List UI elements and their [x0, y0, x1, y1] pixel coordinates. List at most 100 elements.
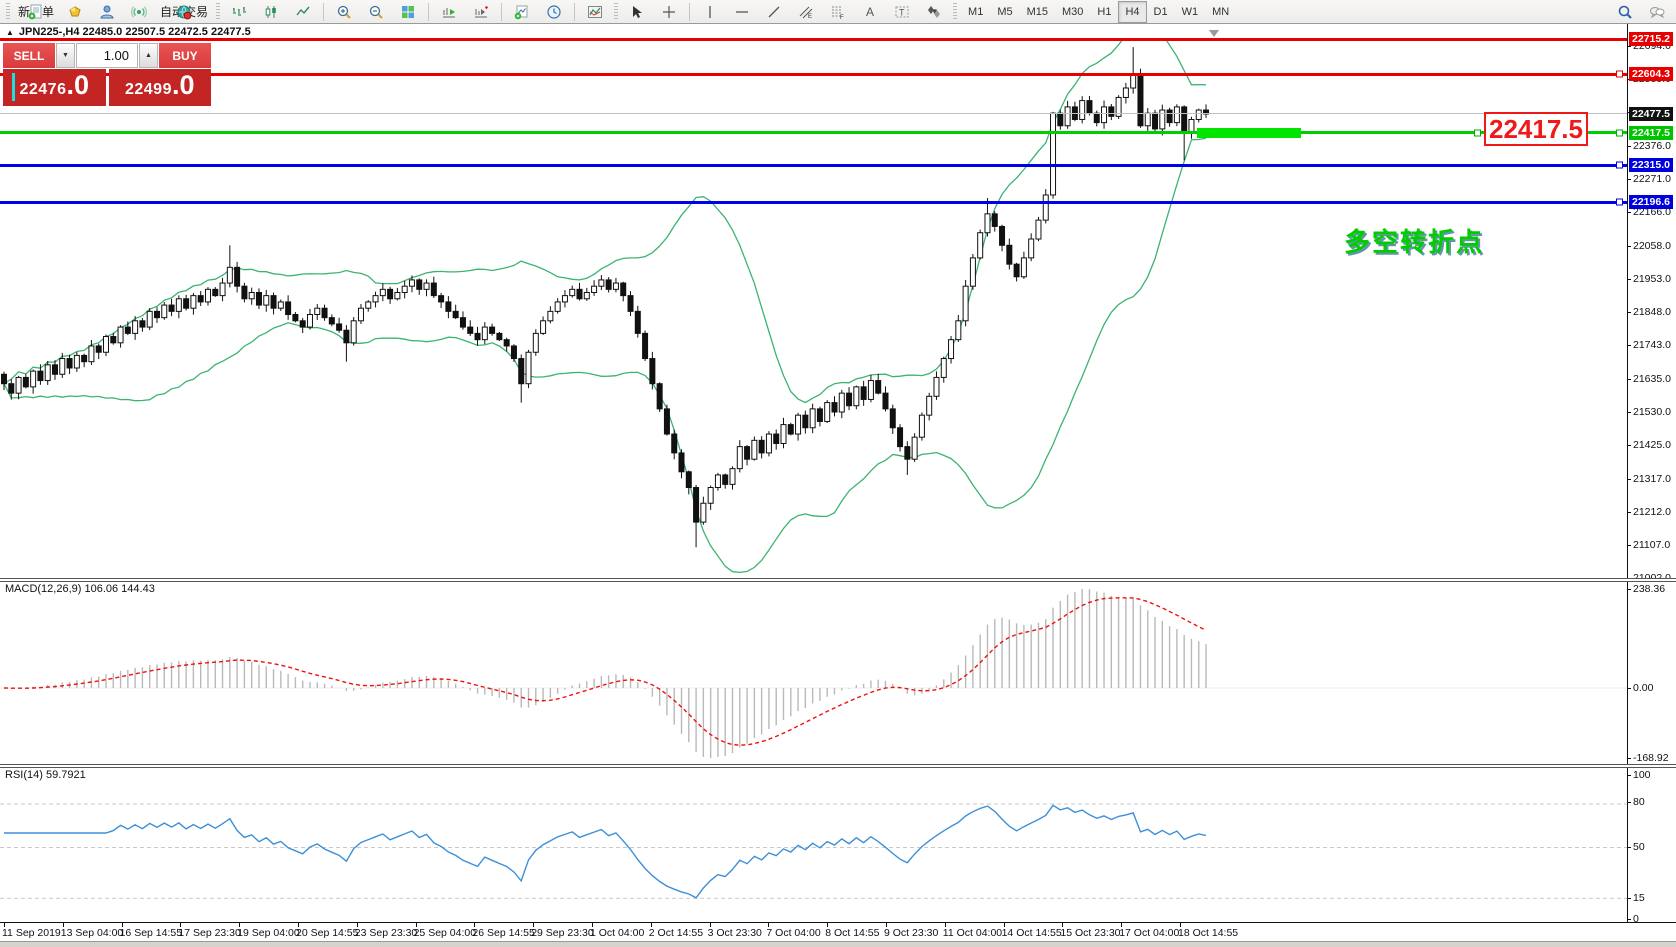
chat-button[interactable] — [1642, 1, 1672, 23]
sell-price-pips: .0 — [66, 70, 90, 100]
object-anchor-marker[interactable] — [1616, 198, 1623, 206]
price-level-line[interactable] — [0, 72, 1627, 76]
arrows-button[interactable]: ▼ — [919, 1, 949, 23]
trendline-button[interactable] — [759, 1, 789, 23]
indicators-button[interactable]: ▼ — [580, 1, 610, 23]
timeframe-button-m1[interactable]: M1 — [968, 5, 984, 18]
fibonacci-icon: F — [832, 6, 844, 20]
price-axis[interactable] — [1627, 24, 1676, 922]
zoom-in-button[interactable] — [329, 1, 359, 23]
dropdown-caret: ▼ — [930, 7, 939, 16]
macd-canvas[interactable] — [0, 581, 1627, 765]
broadcast-button[interactable] — [124, 1, 154, 23]
text-button[interactable]: A — [855, 1, 885, 23]
time-axis-label: 14 Oct 14:55 — [1001, 927, 1062, 939]
tile-windows-button[interactable] — [393, 1, 423, 23]
object-anchor-marker[interactable] — [1616, 161, 1623, 169]
one-click-collapse-icon[interactable]: ▲ — [6, 28, 14, 37]
time-axis-label: 17 Oct 04:00 — [1119, 927, 1180, 939]
channel-button[interactable]: E — [791, 1, 821, 23]
price-chart-canvas[interactable] — [0, 38, 1627, 580]
time-axis-tick — [827, 923, 829, 927]
tile-windows-icon — [402, 5, 415, 18]
chart-shift-button[interactable] — [466, 1, 496, 23]
text-label-button[interactable]: T — [887, 1, 917, 23]
zoom-out-button[interactable] — [361, 1, 391, 23]
period-quick-button[interactable]: ▼ — [539, 1, 569, 23]
support-zone-highlight[interactable] — [1197, 127, 1301, 138]
crosshair-button[interactable] — [654, 1, 684, 23]
sell-price-display[interactable]: 22476.0 — [3, 69, 106, 106]
time-axis-label: 20 Sep 14:55 — [296, 927, 359, 939]
rsi-axis-label: 50 — [1633, 841, 1645, 853]
time-axis-tick — [62, 923, 64, 927]
fibonacci-button[interactable]: F — [823, 1, 853, 23]
rsi-canvas[interactable] — [0, 768, 1627, 921]
auto-scroll-button[interactable] — [434, 1, 464, 23]
text-icon: A — [866, 5, 874, 19]
axis-tick — [1627, 45, 1631, 47]
vertical-line-button[interactable] — [695, 1, 725, 23]
timeframe-button-m5[interactable]: M5 — [997, 5, 1013, 18]
price-level-line[interactable] — [0, 200, 1627, 204]
horizontal-line-button[interactable] — [727, 1, 757, 23]
axis-tick — [1627, 775, 1631, 776]
support-button[interactable] — [92, 1, 122, 23]
equidistant-channel-icon: E — [799, 6, 813, 20]
volume-input[interactable]: 1.00 — [76, 43, 138, 68]
time-axis-label: 11 Sep 2019 — [2, 927, 61, 939]
cursor-icon — [633, 5, 643, 18]
volume-increase-button[interactable]: ▲ — [139, 43, 158, 68]
axis-tick-label: 21848.0 — [1633, 305, 1671, 318]
search-button[interactable] — [1610, 1, 1640, 23]
price-level-line[interactable] — [0, 37, 1627, 41]
price-level-line[interactable] — [0, 131, 1627, 135]
object-anchor-marker[interactable] — [1616, 129, 1623, 137]
window-bottom-edge — [0, 941, 1676, 947]
timeframe-button-w1[interactable]: W1 — [1181, 5, 1199, 18]
chart-title: ▲ JPN225-,H4 22485.0 22507.5 22472.5 2247… — [6, 26, 251, 38]
pivot-point-annotation[interactable]: 多空转折点 — [1344, 227, 1485, 257]
timeframe-button-h4[interactable]: H4 — [1118, 0, 1147, 23]
axis-tick — [1627, 278, 1631, 280]
timeframe-button-mn[interactable]: MN — [1212, 5, 1230, 18]
new-chart-button[interactable]: ▼ — [507, 1, 537, 23]
volume-decrease-button[interactable]: ▼ — [56, 43, 75, 68]
timeframe-button-m30[interactable]: M30 — [1062, 5, 1084, 18]
price-level-callout[interactable]: 22417.5 — [1484, 112, 1588, 146]
time-axis[interactable]: 11 Sep 2019 13 Sep 04:00 16 Sep 14:55 17 Se… — [0, 922, 1676, 942]
macd-axis-label: -168.92 — [1633, 752, 1669, 764]
price-level-line[interactable] — [0, 163, 1627, 167]
sell-button[interactable]: SELL — [3, 43, 55, 68]
buy-price-display[interactable]: 22499.0 — [108, 69, 211, 106]
autotrading-button[interactable]: 自动交易 — [156, 1, 212, 23]
deposit-button[interactable] — [60, 1, 90, 23]
object-anchor-marker[interactable] — [1474, 129, 1481, 137]
price-badge: 22315.0 — [1629, 158, 1673, 173]
line-chart-button[interactable] — [288, 1, 318, 23]
gold-gem-icon — [69, 5, 81, 16]
svg-text:E: E — [808, 14, 812, 20]
toolbar-grip — [216, 2, 221, 21]
svg-text:F: F — [840, 15, 844, 20]
axis-tick — [1627, 758, 1631, 759]
bar-chart-button[interactable] — [224, 1, 254, 23]
toolbar-separator — [689, 2, 691, 21]
time-axis-tick — [709, 923, 711, 927]
one-click-trading-panel: SELL ▼ 1.00 ▲ BUY 22476.0 22499.0 — [3, 43, 211, 106]
time-axis-tick — [650, 923, 652, 927]
buy-button[interactable]: BUY — [159, 43, 211, 68]
candlestick-button[interactable] — [256, 1, 286, 23]
timeframe-button-m15[interactable]: M15 — [1026, 5, 1048, 18]
new-order-icon — [28, 4, 42, 19]
axis-tick-label: 21530.0 — [1633, 406, 1671, 419]
cursor-button[interactable] — [622, 1, 652, 23]
price-level-line[interactable] — [0, 113, 1627, 115]
timeframe-button-d1[interactable]: D1 — [1153, 5, 1168, 18]
chart-shift-marker[interactable] — [1209, 30, 1219, 37]
timeframe-button-h1[interactable]: H1 — [1097, 5, 1112, 18]
object-anchor-marker[interactable] — [1616, 70, 1623, 78]
new-order-button[interactable]: 新订单 — [14, 1, 58, 23]
panel-splitter[interactable] — [0, 578, 1676, 582]
panel-splitter[interactable] — [0, 764, 1676, 768]
